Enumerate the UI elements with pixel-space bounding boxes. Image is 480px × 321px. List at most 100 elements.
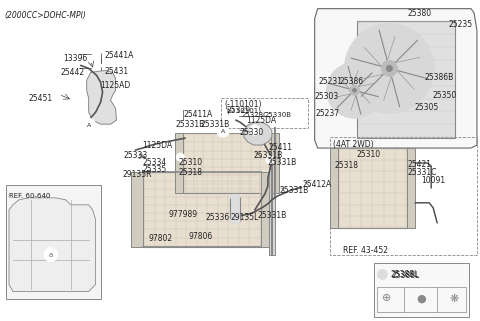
Text: a: a: [48, 252, 53, 257]
Text: 25310: 25310: [178, 158, 203, 167]
Text: 25231: 25231: [319, 77, 343, 86]
Text: 25336: 25336: [205, 213, 229, 222]
Text: 25329: 25329: [226, 106, 250, 115]
Text: 25451: 25451: [29, 94, 53, 103]
Bar: [269, 164, 275, 255]
Text: 25380: 25380: [407, 9, 432, 18]
Polygon shape: [315, 9, 477, 148]
Text: 25303: 25303: [315, 92, 339, 101]
Circle shape: [349, 85, 360, 95]
Text: 25305: 25305: [414, 103, 439, 112]
Text: 25386B: 25386B: [424, 74, 454, 82]
Ellipse shape: [230, 194, 240, 199]
Text: 25350: 25350: [432, 91, 456, 100]
Bar: [377, 287, 466, 312]
Text: 25412A: 25412A: [303, 180, 332, 189]
Bar: [132, 172, 144, 247]
Text: 25331B: 25331B: [175, 120, 204, 129]
Text: 25331B: 25331B: [254, 151, 283, 160]
Text: 1125DA: 1125DA: [143, 141, 172, 150]
Circle shape: [82, 118, 96, 132]
Bar: [330, 137, 477, 255]
Circle shape: [250, 125, 260, 135]
Text: A: A: [86, 123, 91, 128]
Text: 25331C: 25331C: [407, 168, 437, 177]
Bar: [230, 197, 240, 221]
Text: 25237: 25237: [316, 109, 340, 118]
Text: ●: ●: [416, 293, 426, 303]
Text: 1125DA: 1125DA: [246, 116, 276, 125]
Circle shape: [160, 143, 168, 151]
Text: 25386: 25386: [339, 77, 364, 86]
Text: 25330B: 25330B: [265, 112, 292, 118]
Circle shape: [266, 156, 274, 164]
Circle shape: [176, 153, 184, 161]
Text: ⊕: ⊕: [382, 293, 391, 303]
Text: 25333: 25333: [123, 151, 148, 160]
Text: (-110101): (-110101): [226, 107, 261, 114]
Circle shape: [303, 183, 311, 191]
Text: 1125AD: 1125AD: [101, 81, 131, 90]
Text: 25330: 25330: [240, 128, 264, 137]
Text: 25328C: 25328C: [242, 112, 269, 118]
Bar: [358, 21, 455, 138]
Circle shape: [352, 88, 357, 92]
Circle shape: [345, 24, 434, 113]
Ellipse shape: [230, 218, 240, 223]
Text: 25331B: 25331B: [258, 211, 287, 220]
Text: (-110101): (-110101): [224, 100, 262, 109]
Text: 25388L: 25388L: [390, 270, 419, 279]
Circle shape: [326, 62, 383, 118]
Text: 13396: 13396: [63, 55, 87, 64]
Text: 10091: 10091: [421, 176, 445, 185]
Text: 25310: 25310: [357, 150, 381, 159]
Text: (2000CC>DOHC-MPI): (2000CC>DOHC-MPI): [4, 11, 86, 20]
Bar: [261, 172, 271, 247]
Text: A: A: [221, 129, 225, 134]
Text: 25334: 25334: [143, 158, 167, 167]
Text: 97802: 97802: [148, 234, 172, 243]
Polygon shape: [244, 122, 272, 145]
Text: REF. 60-640: REF. 60-640: [9, 193, 50, 199]
Text: 25331B: 25331B: [200, 120, 229, 129]
Text: ❋: ❋: [449, 293, 459, 303]
Circle shape: [229, 111, 239, 121]
Text: 25331B: 25331B: [280, 186, 309, 195]
Text: 29135L: 29135L: [230, 213, 258, 222]
Circle shape: [217, 125, 229, 137]
Text: 25235: 25235: [448, 20, 472, 29]
Text: 25388L: 25388L: [391, 271, 420, 280]
Circle shape: [381, 60, 397, 76]
Bar: [221, 98, 308, 128]
Text: 97806: 97806: [188, 232, 213, 241]
Text: 25411: 25411: [269, 143, 293, 152]
Text: 25421: 25421: [407, 160, 431, 169]
Text: (4AT 2WD): (4AT 2WD): [333, 140, 373, 149]
Text: 977989: 977989: [168, 210, 197, 219]
Polygon shape: [9, 198, 96, 291]
Text: 25318: 25318: [335, 161, 359, 170]
Text: 25441A: 25441A: [105, 51, 134, 60]
Bar: [337, 148, 407, 228]
Text: 25331B: 25331B: [268, 158, 297, 167]
Circle shape: [386, 65, 393, 72]
Bar: [6, 185, 101, 299]
Bar: [183, 133, 271, 193]
Bar: [175, 133, 183, 193]
Text: 25442: 25442: [61, 68, 85, 77]
Bar: [407, 148, 415, 228]
Text: REF. 43-452: REF. 43-452: [343, 246, 387, 255]
Polygon shape: [87, 70, 117, 124]
Circle shape: [377, 270, 387, 280]
Text: 25431: 25431: [105, 67, 129, 76]
Bar: [271, 133, 279, 193]
Text: 25335: 25335: [143, 165, 167, 174]
Text: 25411A: 25411A: [183, 110, 213, 119]
Bar: [330, 148, 337, 228]
Circle shape: [44, 247, 58, 262]
Text: 25318: 25318: [178, 168, 202, 177]
Circle shape: [96, 49, 105, 57]
Text: 29135R: 29135R: [122, 170, 152, 179]
Bar: [144, 172, 261, 247]
Bar: [374, 263, 469, 317]
